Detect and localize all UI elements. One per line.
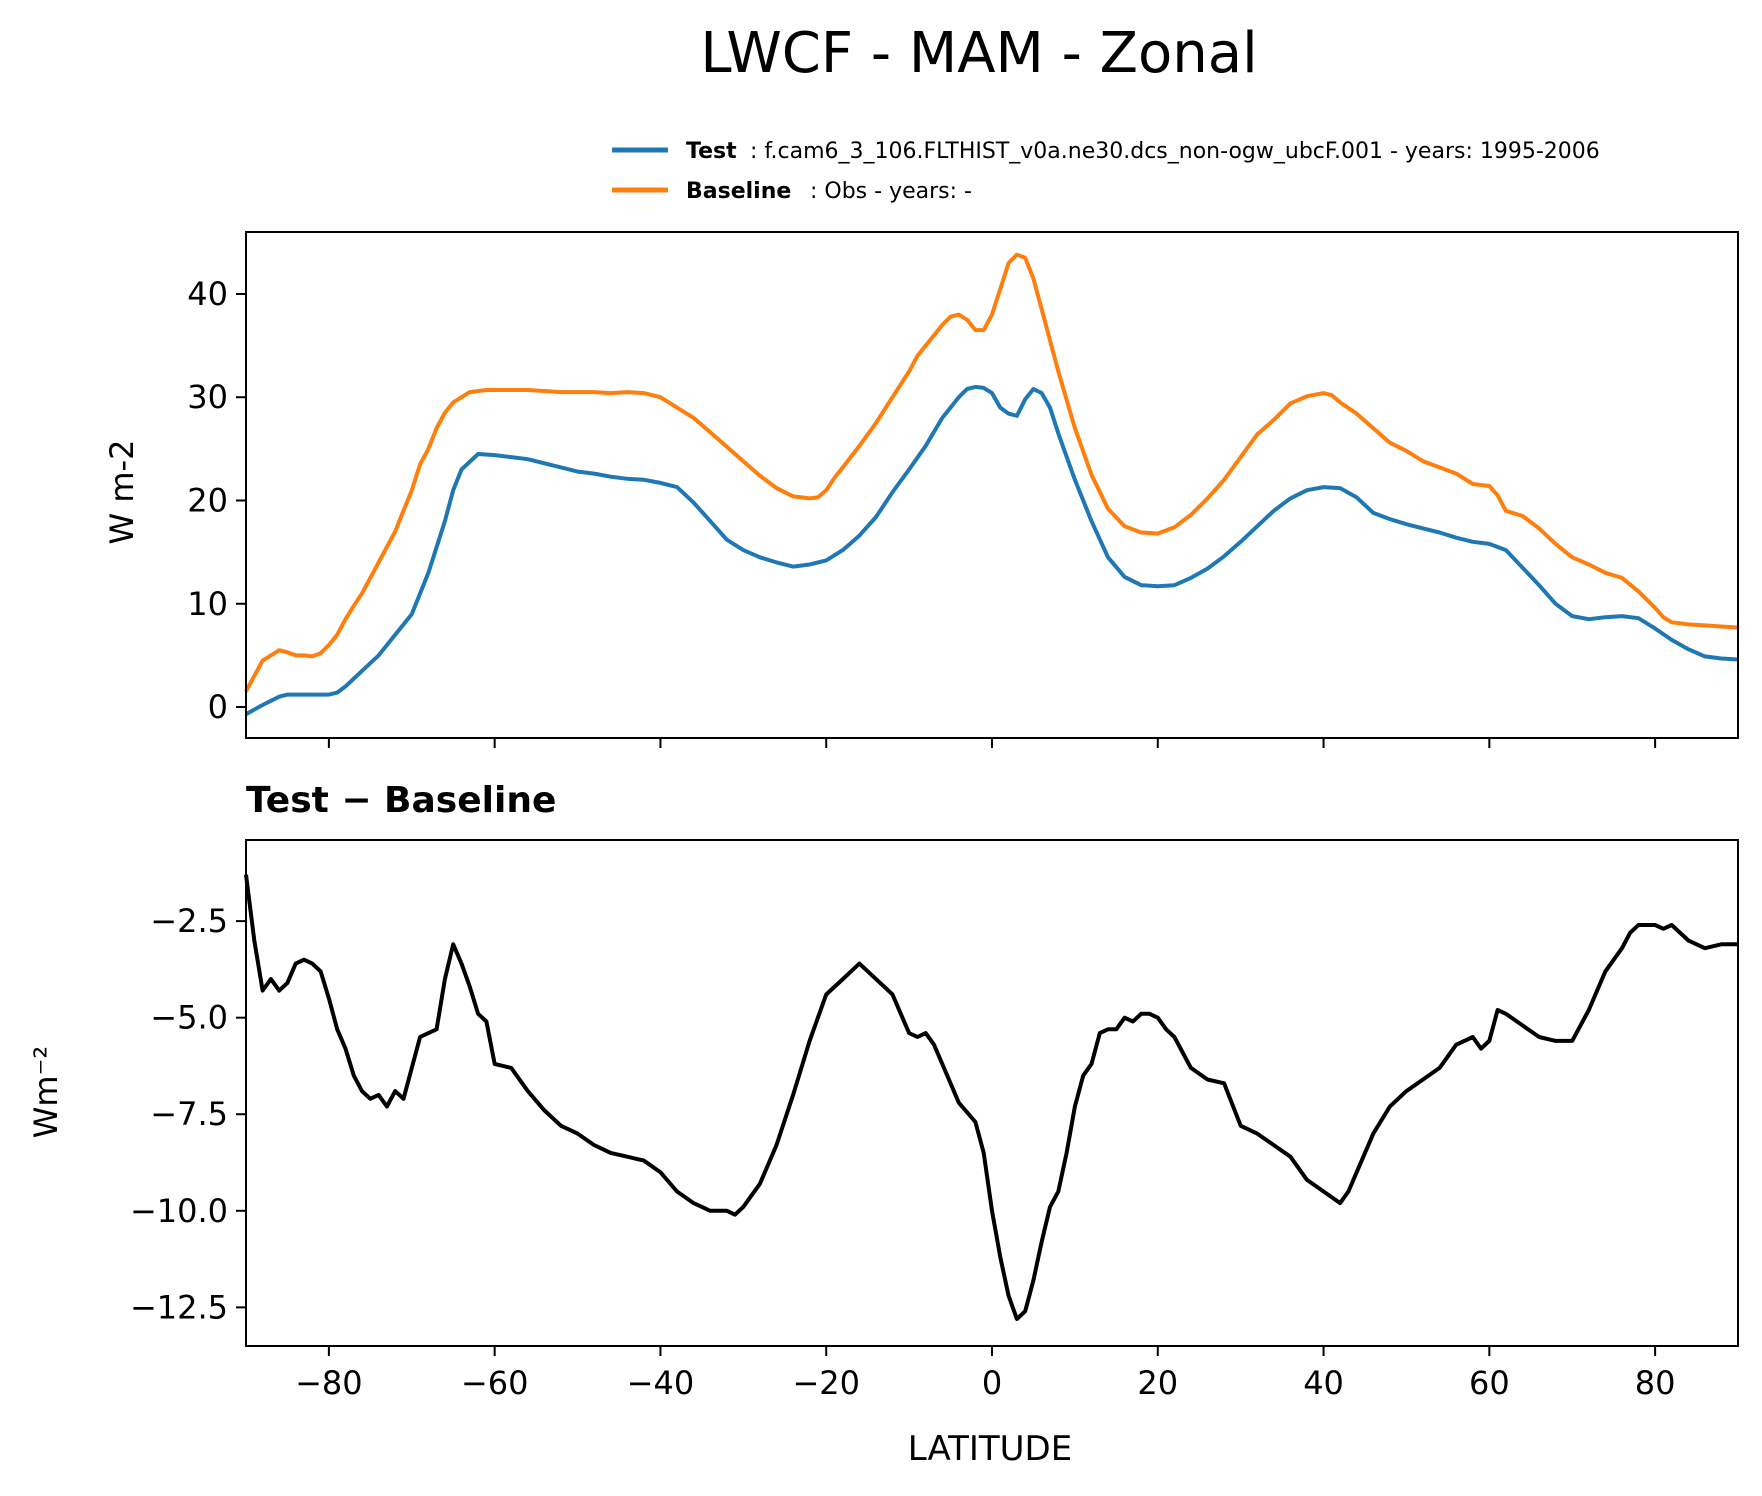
bottom-x-tick-label: −40 bbox=[627, 1364, 695, 1402]
top-y-tick-label: 0 bbox=[208, 688, 228, 726]
top-y-tick-label: 10 bbox=[187, 585, 228, 623]
bottom-x-tick-label: −20 bbox=[792, 1364, 860, 1402]
top-series-test bbox=[245, 384, 1739, 716]
x-axis-label: LATITUDE bbox=[908, 1429, 1072, 1469]
bottom-x-tick-label: −60 bbox=[461, 1364, 529, 1402]
bottom-panel: Test − Baseline Wm⁻² LATITUDE −2.5 −5.0 −7… bbox=[27, 780, 1739, 1469]
top-series-baseline bbox=[244, 252, 1739, 693]
bottom-panel-title: Test − Baseline bbox=[246, 780, 556, 821]
top-y-axis-label: W m-2 bbox=[103, 440, 141, 545]
bottom-y-tick-label: −12.5 bbox=[130, 1288, 228, 1326]
legend-test-key: Test bbox=[686, 139, 737, 164]
top-y-tick-label: 40 bbox=[187, 275, 228, 313]
bottom-y-tick-label: −10.0 bbox=[130, 1192, 228, 1230]
legend-test-text: : f.cam6_3_106.FLTHIST_v0a.ne30.dcs_non-… bbox=[750, 139, 1600, 164]
top-y-tick-label: 30 bbox=[187, 378, 228, 416]
bottom-x-tick-label: −80 bbox=[295, 1364, 363, 1402]
top-y-tick-label: 20 bbox=[187, 481, 228, 519]
bottom-axes-frame bbox=[245, 839, 1739, 1347]
bottom-y-tick-label: −2.5 bbox=[150, 902, 228, 940]
bottom-x-tick-label: 20 bbox=[1137, 1364, 1178, 1402]
bottom-x-tick-label: 80 bbox=[1635, 1364, 1676, 1402]
bottom-series-test-baseline bbox=[244, 874, 1738, 1321]
legend: Test : f.cam6_3_106.FLTHIST_v0a.ne30.dcs… bbox=[612, 139, 1600, 204]
bottom-y-tick-label: −5.0 bbox=[150, 999, 228, 1037]
bottom-x-tick-label: 0 bbox=[982, 1364, 1002, 1402]
bottom-x-tick-label: 60 bbox=[1469, 1364, 1510, 1402]
bottom-x-tick-label: 40 bbox=[1303, 1364, 1344, 1402]
top-axes-frame bbox=[245, 231, 1739, 739]
legend-baseline-key: Baseline bbox=[686, 179, 791, 204]
bottom-y-tick-label: −7.5 bbox=[150, 1095, 228, 1133]
bottom-y-axis-label: Wm⁻² bbox=[27, 1046, 65, 1139]
chart-title: LWCF - MAM - Zonal bbox=[700, 21, 1257, 86]
top-panel: W m-2 0 10 20 30 40 bbox=[103, 231, 1739, 748]
legend-baseline-text: : Obs - years: - bbox=[810, 179, 972, 204]
